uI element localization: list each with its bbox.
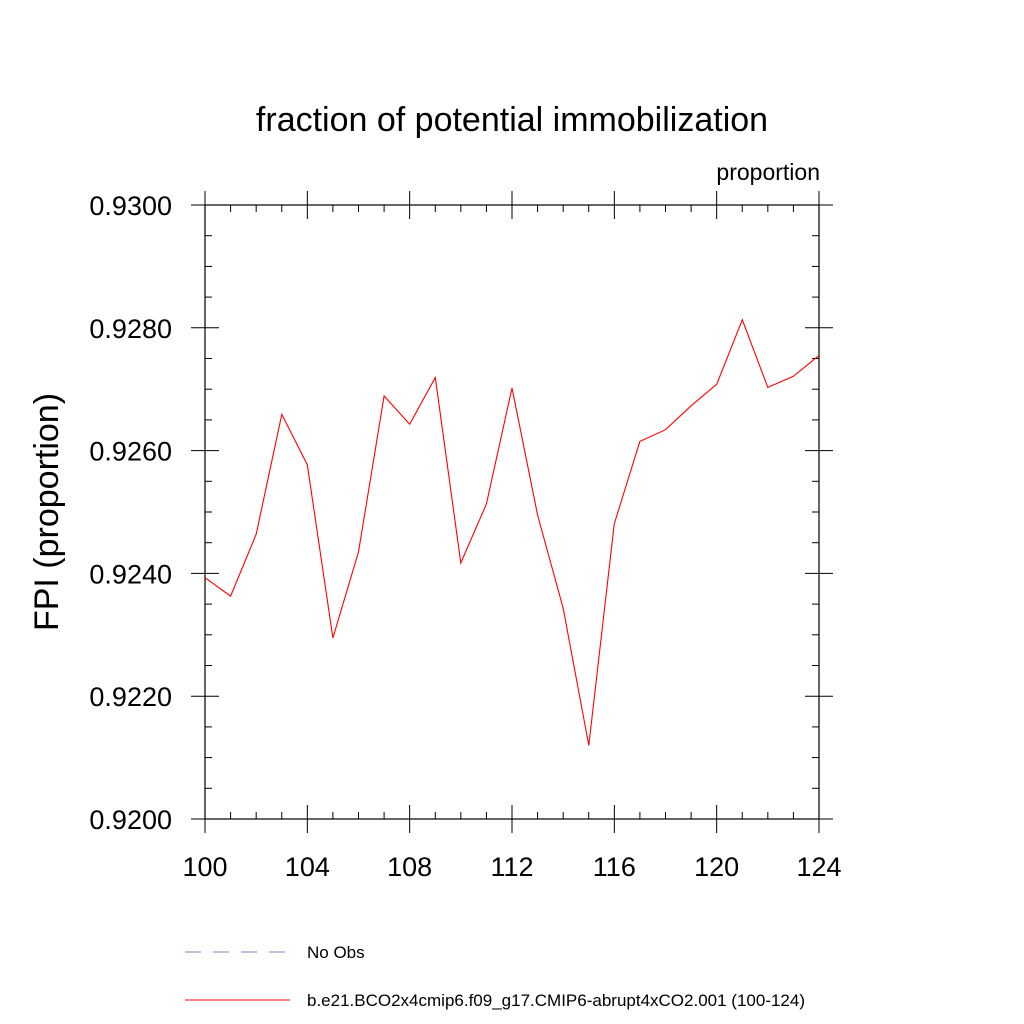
chart-title: fraction of potential immobilization bbox=[256, 101, 768, 139]
y-tick-label: 0.9300 bbox=[89, 191, 172, 221]
x-tick-label: 120 bbox=[694, 852, 739, 882]
x-tick-label: 104 bbox=[285, 852, 330, 882]
y-tick-label: 0.9260 bbox=[89, 437, 172, 467]
series-line bbox=[204, 318, 820, 746]
y-tick-label: 0.9240 bbox=[89, 559, 172, 589]
y-tick-labels: 0.9200 0.9220 0.9240 0.9260 0.9280 0.9300 bbox=[89, 191, 172, 835]
y-axis-label: FPI (proportion) bbox=[28, 393, 66, 631]
plot-frame bbox=[204, 204, 820, 820]
legend-label-no-obs: No Obs bbox=[307, 943, 365, 962]
series-group bbox=[204, 318, 820, 746]
y-tick-label: 0.9200 bbox=[89, 805, 172, 835]
x-tick-label: 124 bbox=[796, 852, 841, 882]
x-tick-label: 108 bbox=[387, 852, 432, 882]
x-tick-label: 112 bbox=[490, 852, 533, 882]
minor-ticks bbox=[205, 205, 819, 819]
units-label: proportion bbox=[716, 159, 820, 185]
legend-label-model: b.e21.BCO2x4cmip6.f09_g17.CMIP6-abrupt4x… bbox=[307, 991, 805, 1010]
x-tick-labels: 100 104 108 112 116 120 124 bbox=[182, 852, 841, 882]
legend: No Obs b.e21.BCO2x4cmip6.f09_g17.CMIP6-a… bbox=[185, 943, 805, 1010]
y-tick-label: 0.9220 bbox=[89, 682, 172, 712]
y-tick-label: 0.9280 bbox=[89, 314, 172, 344]
major-ticks bbox=[191, 191, 833, 833]
x-tick-label: 116 bbox=[593, 852, 636, 882]
x-tick-label: 100 bbox=[182, 852, 227, 882]
